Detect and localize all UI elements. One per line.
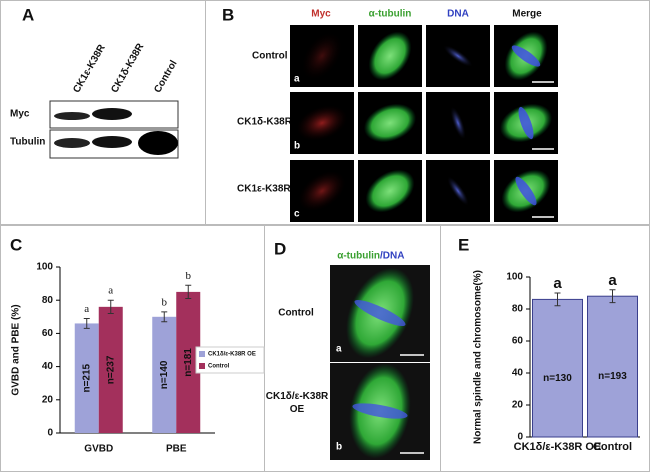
legend-label: Control	[208, 364, 230, 370]
chromosomes	[354, 299, 406, 327]
band	[54, 112, 90, 120]
spindle	[365, 169, 415, 213]
error-bar	[161, 311, 168, 323]
legend-frame	[195, 346, 265, 374]
n-label: n=140	[159, 360, 170, 389]
y-tick-label: 80	[42, 295, 54, 306]
chromosomes	[511, 45, 541, 67]
row-label: Tubulin	[10, 137, 45, 148]
y-axis-label: Normal spindle and chromosome(%)	[473, 270, 484, 444]
bar	[74, 323, 99, 433]
chromosomes	[515, 176, 537, 206]
spindle	[363, 103, 417, 143]
y-tick-label: 80	[512, 304, 524, 315]
error-bar	[107, 299, 114, 314]
chromosomes	[450, 106, 466, 140]
x-tick-label: PBE	[166, 444, 187, 455]
row-label: CK1δ/ε-K38R OE	[265, 391, 329, 415]
stain	[298, 171, 346, 211]
sublabel: c	[294, 209, 300, 220]
error-bar	[83, 317, 90, 329]
y-tick-label: 40	[512, 368, 524, 379]
y-axis-label: GVBD and PBE (%)	[11, 304, 22, 395]
y-tick-label: 60	[42, 328, 54, 339]
x-tick-label-text: CK1δ/ε-K38R OE	[513, 441, 602, 453]
n-label: n=237	[105, 355, 116, 384]
y-tick-label: 0	[47, 428, 53, 439]
x-tick-label-text: Control	[592, 441, 633, 453]
chromosomes	[518, 106, 534, 140]
chromosomes	[447, 176, 469, 206]
legend-swatch	[199, 363, 205, 369]
sublabel: b	[294, 141, 300, 152]
bar	[532, 298, 583, 438]
lane-label: CK1δ-K38R	[109, 41, 146, 95]
n-label: n=193	[598, 371, 627, 382]
spindle	[368, 31, 412, 81]
lane-label: Control	[152, 58, 179, 94]
row-label-text: CK1δ/ε-K38R OE	[265, 391, 329, 415]
chromosomes	[443, 45, 473, 67]
legend-swatch	[199, 351, 205, 357]
y-tick-label: 0	[517, 432, 523, 443]
n-label: n=130	[543, 373, 572, 384]
bar	[587, 295, 638, 438]
stain	[296, 105, 348, 141]
column-label: DNA	[447, 9, 469, 20]
panel-label: E	[458, 235, 469, 254]
row-label: Myc	[10, 109, 30, 120]
significance-label: a	[108, 285, 113, 297]
column-label: α-tubulin	[369, 9, 412, 20]
row-label: Control	[278, 308, 314, 319]
y-tick-label: 40	[42, 361, 54, 372]
stain	[302, 32, 342, 80]
y-tick-label: 100	[36, 262, 53, 273]
row-label: CK1ε-K38R	[237, 184, 291, 195]
chromosomes	[352, 403, 408, 419]
x-tick-label: Control	[592, 441, 633, 453]
image-title: α-tubulin	[337, 251, 380, 262]
panel-label: D	[274, 239, 286, 258]
y-tick-label: 20	[42, 394, 54, 405]
panel-label: C	[10, 235, 22, 254]
y-tick-label: 60	[512, 336, 524, 347]
legend-label: CK1δ/ε-K38R OE	[208, 352, 256, 358]
significance-label: b	[186, 270, 192, 282]
error-bar	[554, 292, 561, 307]
y-tick-label: 20	[512, 400, 524, 411]
significance-label: a	[553, 275, 562, 292]
significance-label: a	[608, 272, 617, 289]
y-tick-label: 100	[506, 272, 523, 283]
band	[54, 138, 90, 148]
band	[92, 136, 132, 148]
x-tick-label: GVBD	[84, 444, 113, 455]
error-bar	[185, 284, 192, 300]
image-title: /DNA	[380, 251, 404, 262]
significance-label: b	[162, 296, 168, 308]
sublabel: a	[336, 344, 342, 355]
row-label: CK1δ-K38R	[237, 117, 293, 128]
n-label: n=215	[81, 363, 92, 392]
column-label: Myc	[311, 9, 331, 20]
column-label: Merge	[512, 9, 542, 20]
bar	[152, 316, 177, 433]
row-label: Control	[252, 51, 288, 62]
band	[92, 108, 132, 120]
bar	[98, 306, 123, 433]
sublabel: a	[294, 74, 300, 85]
band	[138, 131, 178, 155]
significance-label: a	[84, 303, 89, 315]
error-bar	[609, 289, 616, 304]
lane-label: CK1ε-K38R	[71, 42, 108, 95]
panel-label: B	[222, 5, 234, 24]
x-tick-label: CK1δ/ε-K38R OE	[513, 441, 602, 453]
n-label: n=181	[183, 348, 194, 377]
sublabel: b	[336, 442, 342, 453]
panel-label: A	[22, 5, 34, 24]
